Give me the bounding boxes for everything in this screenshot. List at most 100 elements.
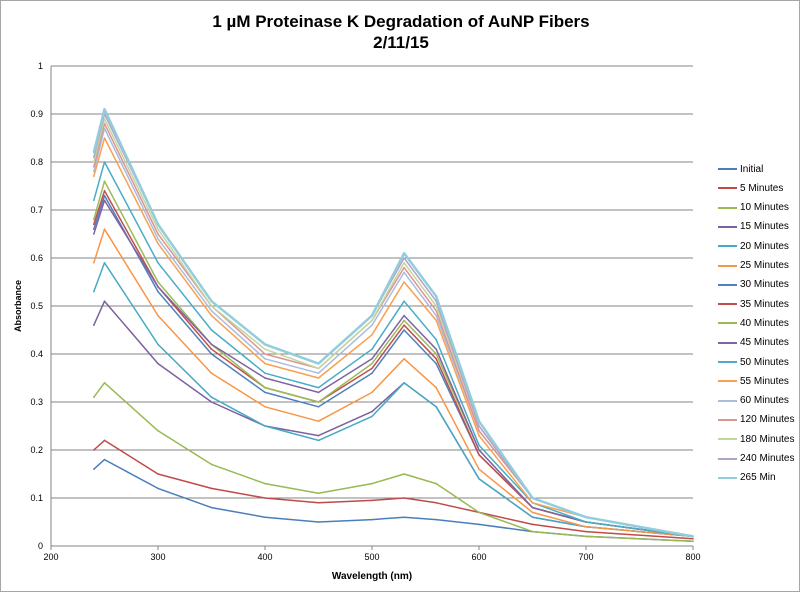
legend-label: 240 Minutes bbox=[740, 453, 795, 464]
x-tick-label: 500 bbox=[364, 552, 379, 562]
data-point bbox=[317, 377, 320, 379]
legend-label: 50 Minutes bbox=[740, 356, 789, 368]
data-point bbox=[317, 401, 320, 403]
data-point bbox=[93, 170, 95, 173]
data-point bbox=[93, 449, 95, 451]
data-point bbox=[103, 137, 106, 139]
data-point bbox=[210, 348, 213, 351]
legend-label: 35 Minutes bbox=[740, 298, 789, 310]
legend-item: 55 Minutes bbox=[718, 375, 789, 387]
data-point bbox=[403, 382, 405, 384]
legend-swatch bbox=[718, 418, 737, 421]
data-point bbox=[435, 314, 438, 317]
data-point bbox=[371, 358, 373, 360]
legend-label: 30 Minutes bbox=[740, 279, 789, 291]
data-point bbox=[93, 175, 95, 178]
data-point bbox=[103, 194, 106, 197]
data-point bbox=[317, 420, 320, 423]
data-point bbox=[157, 487, 159, 490]
data-point bbox=[264, 358, 266, 360]
data-point bbox=[157, 228, 159, 230]
data-point bbox=[317, 367, 320, 370]
legend-item: 265 Min bbox=[718, 472, 776, 484]
data-point bbox=[371, 334, 373, 336]
data-point bbox=[478, 454, 480, 456]
data-point bbox=[435, 502, 438, 504]
data-point bbox=[317, 492, 320, 495]
data-point bbox=[371, 319, 373, 322]
legend-item: 30 Minutes bbox=[718, 279, 789, 291]
data-point bbox=[403, 314, 405, 317]
data-point bbox=[264, 406, 266, 408]
legend-item: Initial bbox=[718, 163, 763, 175]
data-point bbox=[531, 502, 534, 504]
data-point bbox=[210, 396, 213, 399]
series-line-30-minutes bbox=[93, 194, 694, 538]
legend-item: 60 Minutes bbox=[718, 395, 789, 407]
y-tick-label: 0.8 bbox=[30, 157, 43, 167]
data-point bbox=[478, 478, 480, 480]
data-point bbox=[403, 319, 405, 322]
legend-swatch bbox=[718, 283, 737, 286]
data-point bbox=[531, 523, 534, 526]
data-point bbox=[264, 386, 266, 389]
legend-swatch bbox=[718, 476, 737, 479]
data-point bbox=[264, 372, 266, 375]
legend-label: 15 Minutes bbox=[740, 221, 789, 233]
data-point bbox=[157, 290, 159, 293]
data-point bbox=[403, 324, 405, 327]
data-point bbox=[403, 473, 405, 475]
data-point bbox=[93, 156, 95, 158]
legend-swatch bbox=[718, 245, 737, 248]
legend-label: 40 Minutes bbox=[740, 317, 789, 329]
legend-item: 5 Minutes bbox=[718, 182, 783, 194]
series-line-15-minutes bbox=[93, 300, 694, 538]
data-point bbox=[371, 362, 373, 365]
data-point bbox=[157, 473, 159, 475]
legend-label: 180 Minutes bbox=[740, 433, 795, 445]
y-tick-label: 0.9 bbox=[30, 109, 43, 119]
data-point bbox=[103, 180, 106, 182]
data-point bbox=[157, 430, 159, 432]
data-point bbox=[371, 367, 373, 370]
data-point bbox=[585, 530, 587, 533]
data-point bbox=[157, 281, 159, 283]
legend-item: 45 Minutes bbox=[718, 337, 789, 349]
legend-label: 265 Min bbox=[740, 472, 776, 484]
data-point bbox=[371, 348, 373, 351]
data-point bbox=[403, 262, 405, 264]
data-point bbox=[371, 482, 373, 485]
data-point bbox=[317, 372, 320, 375]
series-line-35-minutes bbox=[93, 190, 694, 538]
legend-swatch bbox=[718, 303, 737, 306]
y-tick-label: 1 bbox=[38, 61, 43, 71]
data-point bbox=[403, 516, 405, 518]
data-point bbox=[157, 223, 159, 226]
chart-subtitle: 2/11/15 bbox=[373, 33, 429, 52]
data-point bbox=[478, 420, 480, 423]
data-point bbox=[157, 233, 159, 235]
legend-swatch bbox=[718, 341, 737, 344]
legend-label: 20 Minutes bbox=[740, 240, 789, 252]
legend-item: 15 Minutes bbox=[718, 221, 789, 233]
data-point bbox=[210, 310, 213, 312]
legend-item: 40 Minutes bbox=[718, 317, 789, 329]
data-point bbox=[93, 151, 95, 154]
data-point bbox=[478, 523, 480, 526]
data-point bbox=[478, 444, 480, 447]
legend-label: 10 Minutes bbox=[740, 202, 789, 214]
data-point bbox=[585, 535, 587, 538]
legend-label: 120 Minutes bbox=[740, 414, 795, 426]
legend-label: 25 Minutes bbox=[740, 260, 789, 271]
data-point bbox=[435, 338, 438, 341]
y-tick-label: 0.6 bbox=[30, 253, 43, 263]
legend-label: 55 Minutes bbox=[740, 375, 789, 387]
data-point bbox=[371, 372, 373, 375]
data-point bbox=[264, 348, 266, 351]
y-tick-label: 0.7 bbox=[30, 205, 43, 215]
data-point bbox=[210, 372, 213, 375]
data-point bbox=[157, 343, 159, 346]
data-point bbox=[371, 391, 373, 394]
x-tick-label: 200 bbox=[43, 552, 58, 562]
